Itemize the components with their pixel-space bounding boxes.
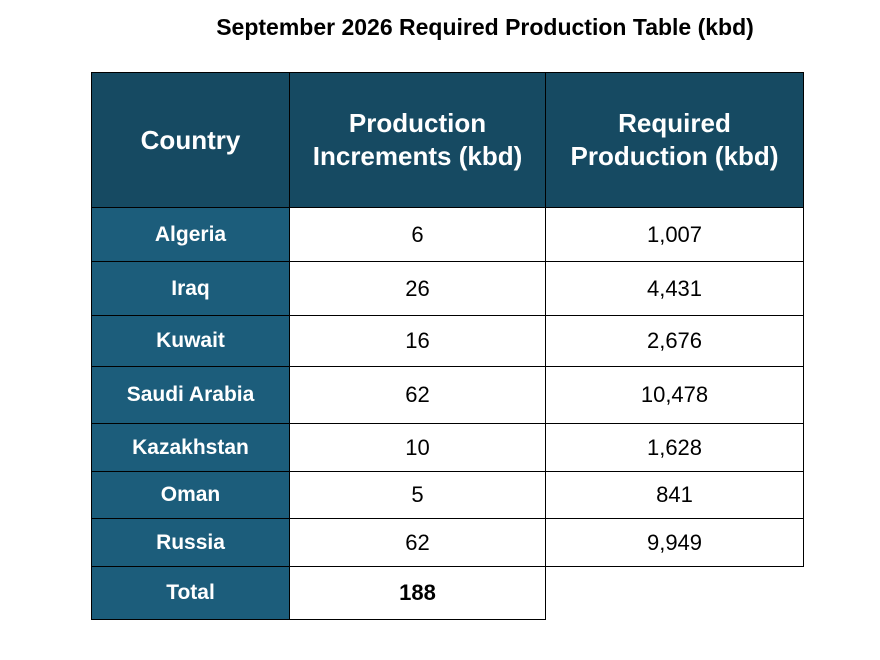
country-cell: Kuwait — [91, 315, 290, 367]
data-row: Saudi Arabia 62 10,478 — [91, 366, 804, 424]
total-value: 188 — [289, 566, 546, 620]
data-row: Russia 62 9,949 — [91, 518, 804, 567]
value-cell: 16 — [289, 315, 546, 367]
header-cell: Required Production (kbd) — [545, 72, 804, 208]
value-cell: 5 — [289, 471, 546, 519]
data-row: Iraq 26 4,431 — [91, 261, 804, 316]
value-cell: 26 — [289, 261, 546, 316]
data-row: Kuwait 16 2,676 — [91, 315, 804, 367]
country-cell: Oman — [91, 471, 290, 519]
table-body: Country Production Increments (kbd) Requir… — [91, 72, 804, 620]
value-cell: 10,478 — [545, 366, 804, 424]
country-cell: Algeria — [91, 207, 290, 262]
value-cell: 9,949 — [545, 518, 804, 567]
header-row: Country Production Increments (kbd) Requir… — [91, 72, 804, 208]
production-table: Country Production Increments (kbd) Requir… — [91, 72, 804, 620]
country-cell: Iraq — [91, 261, 290, 316]
data-row: Oman 5 841 — [91, 471, 804, 519]
value-cell: 2,676 — [545, 315, 804, 367]
country-cell: Russia — [91, 518, 290, 567]
data-row: Kazakhstan 10 1,628 — [91, 423, 804, 472]
data-row: Algeria 6 1,007 — [91, 207, 804, 262]
total-row: Total 188 — [91, 566, 804, 620]
header-cell: Country — [91, 72, 290, 208]
value-cell: 4,431 — [545, 261, 804, 316]
value-cell: 1,628 — [545, 423, 804, 472]
country-cell: Kazakhstan — [91, 423, 290, 472]
value-cell: 841 — [545, 471, 804, 519]
value-cell: 1,007 — [545, 207, 804, 262]
value-cell: 62 — [289, 366, 546, 424]
header-cell: Production Increments (kbd) — [289, 72, 546, 208]
value-cell: 10 — [289, 423, 546, 472]
page-title: September 2026 Required Production Table… — [216, 14, 754, 40]
total-label: Total — [91, 566, 290, 620]
value-cell: 6 — [289, 207, 546, 262]
value-cell: 62 — [289, 518, 546, 567]
country-cell: Saudi Arabia — [91, 366, 290, 424]
